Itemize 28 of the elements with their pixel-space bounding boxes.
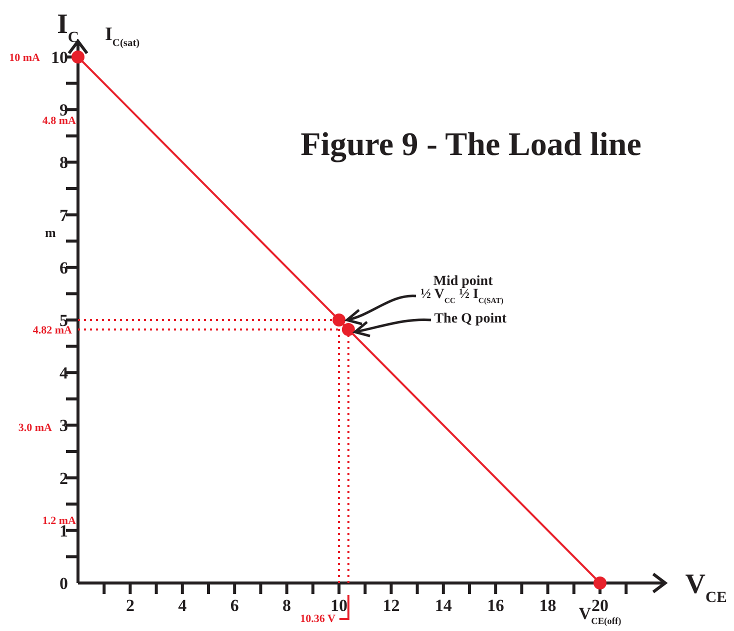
x-tick-label: 20: [592, 596, 608, 615]
text: 3.0 mA: [18, 422, 52, 434]
annotation: Mid point: [433, 274, 494, 289]
y-tick-label: 0: [60, 574, 68, 593]
y-tick-label: 7: [60, 206, 68, 225]
y-tick-label: 3: [60, 416, 68, 436]
x-tick-label: 8: [282, 596, 292, 615]
annotation: I$_{C(sat)}$: [105, 24, 140, 48]
y-tick-label: 6: [60, 258, 68, 278]
x-tick-label: 6: [230, 596, 239, 615]
text: m: [45, 225, 56, 240]
x-tick-label: 16: [487, 596, 504, 615]
annotation: ½ V$_{CC}$ ½ I$_{C(SAT)}$: [420, 287, 504, 304]
x-tick-label: 14: [434, 596, 452, 615]
y-tick-label: 2: [60, 468, 68, 488]
y-tick-label: 4: [60, 364, 68, 383]
x-axis-title: V$_{CE}$: [685, 569, 727, 606]
x-tick-label: 2: [126, 596, 134, 615]
x-tick-label: 4: [178, 596, 188, 615]
y-tick-label: 8: [60, 153, 68, 172]
text: 4.8 mA: [42, 115, 76, 127]
annotation: The Q point: [434, 311, 507, 326]
x-tick-label: 10: [330, 596, 348, 615]
annotation: 10.36 V: [300, 613, 336, 625]
x-tick-label: 18: [539, 596, 556, 615]
text: Figure 9 - The Load line: [300, 127, 642, 163]
text: 10 mA: [9, 52, 40, 64]
x-tick-label: 12: [382, 596, 400, 615]
